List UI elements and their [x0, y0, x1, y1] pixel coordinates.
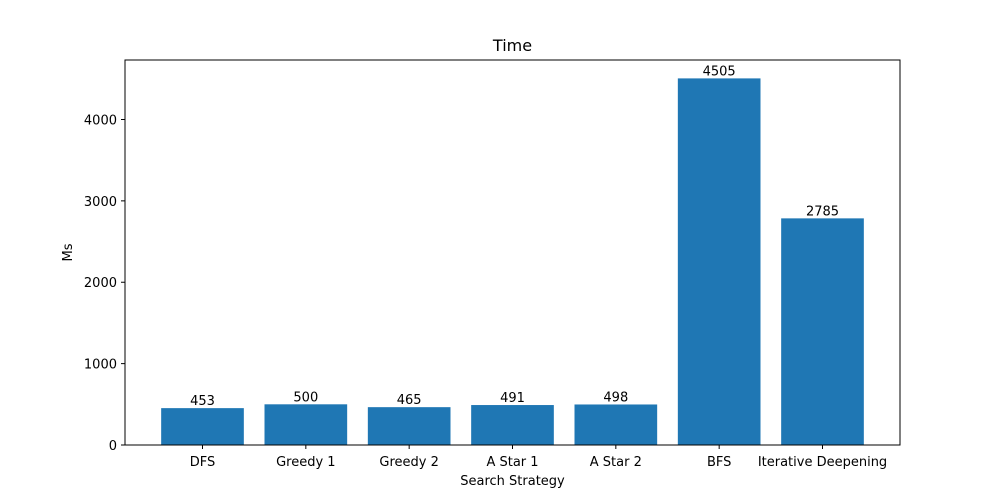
bar-value-label: 453 — [190, 394, 215, 409]
bar-a-star-1 — [471, 405, 554, 445]
bar-iterative-deepening — [781, 218, 864, 445]
y-tick-label: 3000 — [84, 195, 117, 210]
y-tick-label: 0 — [109, 439, 117, 454]
x-tick-label: DFS — [190, 455, 216, 470]
y-tick-label: 2000 — [84, 276, 117, 291]
y-tick-label: 1000 — [84, 358, 117, 373]
bar-value-label: 465 — [397, 393, 422, 408]
bar-a-star-2 — [574, 404, 658, 445]
plot-frame — [124, 59, 901, 446]
y-tick-label: 4000 — [84, 113, 117, 128]
bar-value-label: 500 — [293, 390, 318, 405]
bars-layer — [161, 78, 864, 445]
bar-greedy-1 — [264, 404, 348, 445]
y-axis: 0 1000 2000 3000 4000 — [84, 113, 125, 454]
bar-greedy-2 — [367, 407, 451, 445]
x-axis-label: Search Strategy — [460, 474, 565, 489]
x-tick-label: Iterative Deepening — [758, 455, 887, 470]
x-tick-label: A Star 1 — [486, 455, 538, 470]
bar-value-label: 498 — [603, 390, 628, 405]
bar-dfs — [161, 408, 244, 445]
bar-value-label: 2785 — [806, 204, 839, 219]
x-tick-label: A Star 2 — [590, 455, 642, 470]
x-tick-label: Greedy 1 — [276, 455, 335, 470]
bar-value-label: 491 — [500, 391, 525, 406]
bar-value-label: 4505 — [703, 64, 736, 79]
x-tick-label: Greedy 2 — [379, 455, 438, 470]
chart-title: Time — [492, 36, 532, 55]
x-axis: DFS Greedy 1 Greedy 2 A Star 1 A Star 2 BFS It… — [190, 445, 887, 470]
y-axis-label: Ms — [61, 243, 76, 261]
bar-bfs — [677, 78, 761, 445]
data-labels-layer: 453 500 465 491 498 4505 2785 — [190, 64, 839, 409]
x-tick-label: BFS — [707, 455, 731, 470]
